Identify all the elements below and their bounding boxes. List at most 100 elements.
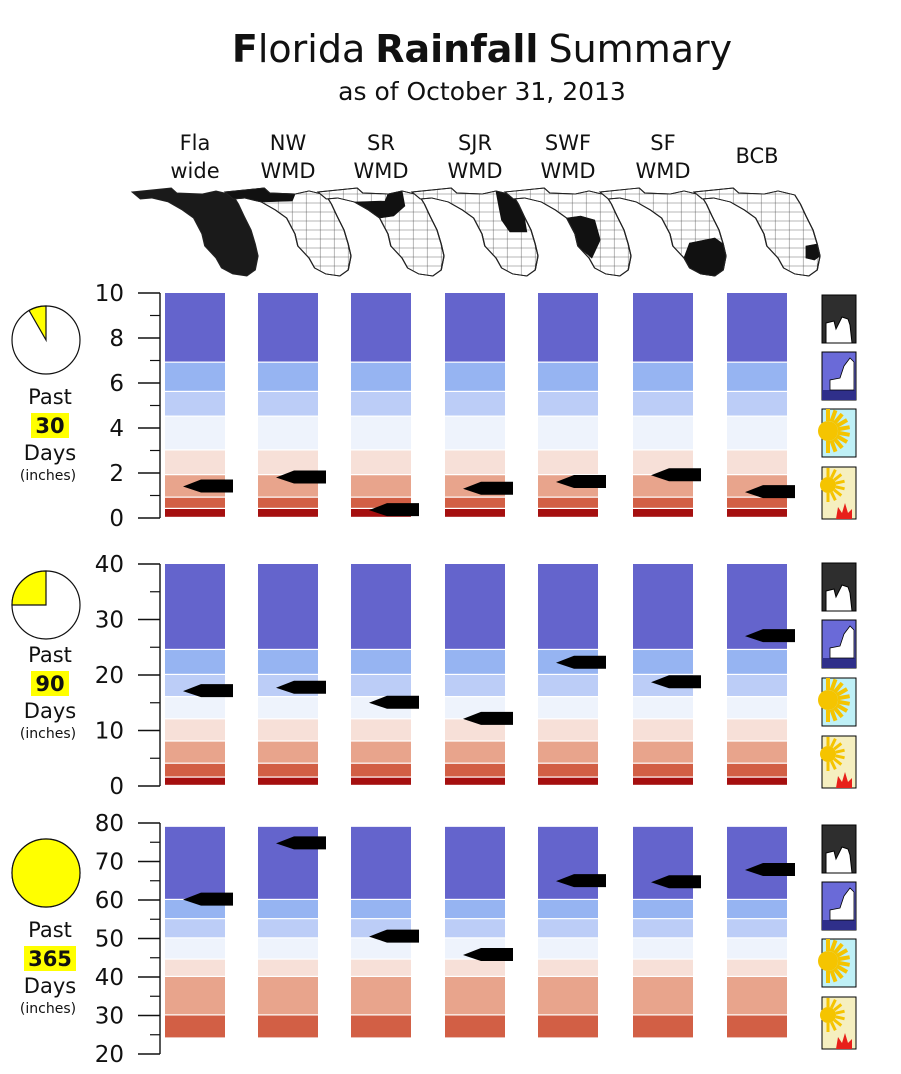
rainfall-band (351, 450, 411, 475)
rainfall-value-marker (556, 874, 606, 888)
rainfall-band (445, 675, 505, 696)
rainfall-band (258, 564, 318, 649)
rainfall-band (258, 900, 318, 919)
rainfall-band (351, 564, 411, 649)
y-tick-label: 8 (109, 326, 124, 352)
rainfall-band (538, 293, 598, 362)
florida-outline-top (223, 187, 352, 277)
sun-ray (830, 469, 837, 479)
y-tick-label: 10 (95, 281, 124, 307)
rainfall-value-marker (183, 684, 233, 698)
florida-outline (130, 187, 259, 277)
rainfall-band (727, 763, 787, 777)
rainfall-band (445, 977, 505, 1015)
rainfall-band (633, 741, 693, 763)
sun-ray (837, 960, 851, 967)
rainfall-band (258, 938, 318, 959)
y-tick-label: 6 (109, 371, 124, 397)
days-highlight (24, 946, 76, 971)
rainfall-band (538, 450, 598, 475)
rainfall-band (633, 416, 693, 450)
region-label-line2: WMD (353, 159, 408, 183)
rainfall-band (258, 362, 318, 391)
region-bar (165, 293, 225, 517)
rainfall-value-marker (183, 479, 233, 493)
rainfall-band (258, 392, 318, 416)
rainfall-band (633, 392, 693, 416)
rainfall-band (258, 650, 318, 674)
rainfall-band (727, 977, 787, 1015)
rainfall-band (258, 719, 318, 741)
region-label-line2: WMD (447, 159, 502, 183)
rainfall-band (538, 509, 598, 517)
florida-outline-top (692, 187, 821, 277)
rainfall-value-marker (463, 481, 513, 495)
rainfall-band (633, 564, 693, 649)
rainfall-band (538, 777, 598, 785)
rainfall-band (258, 977, 318, 1015)
period-label-units: (inches) (20, 726, 76, 742)
region-bar (727, 826, 787, 1038)
region-label-line1: SJR (458, 131, 492, 155)
rainfall-band (165, 650, 225, 674)
sun-ray (833, 488, 843, 497)
sun-ray (837, 699, 851, 706)
rainfall-band (165, 763, 225, 777)
rainfall-band (351, 293, 411, 362)
sun-disc (818, 690, 838, 710)
rainfall-band (351, 675, 411, 696)
rainfall-band (351, 719, 411, 741)
region-label-line1: NW (270, 131, 307, 155)
sun-ray (833, 1003, 843, 1012)
rainfall-band (727, 938, 787, 959)
region-maps (130, 187, 821, 277)
rainfall-band (727, 675, 787, 696)
rainfall-value-marker (556, 655, 606, 669)
y-tick-label: 20 (95, 663, 124, 689)
sun-ray (835, 434, 849, 444)
rainfall-band (445, 450, 505, 475)
period-pie-slice (28, 305, 47, 343)
period-pie-slice (11, 838, 81, 908)
rainfall-band (727, 826, 787, 899)
rainfall-band (258, 293, 318, 362)
region-label-line2: WMD (635, 159, 690, 183)
florida-outline-top (503, 187, 632, 277)
sun-ray (832, 706, 844, 719)
chart-title: Florida Rainfall Summary (232, 27, 732, 71)
region-bar (727, 293, 787, 517)
region-bar (351, 293, 411, 517)
sun-ray (832, 437, 844, 450)
y-tick-label: 70 (95, 850, 124, 876)
period-label-units: (inches) (20, 468, 76, 484)
y-tick-label: 40 (95, 965, 124, 991)
sun-disc (818, 951, 838, 971)
sun-ray (833, 1018, 843, 1027)
wet-icon-cloud (829, 625, 855, 659)
sun-ray (829, 708, 838, 722)
sun-ray (837, 955, 851, 962)
region-bar (727, 564, 787, 785)
sun-ray (835, 754, 845, 760)
sun-ray (835, 418, 849, 428)
title-lorida: lorida (258, 27, 365, 71)
rainfall-band (445, 509, 505, 517)
period-label-days: 30 (35, 414, 64, 438)
rainfall-band (538, 826, 598, 899)
rainfall-band (727, 741, 787, 763)
rainfall-band (727, 719, 787, 741)
rainfall-band (538, 697, 598, 719)
sun-ray (832, 967, 844, 980)
wet-icon-water (822, 658, 856, 668)
rainfall-band (351, 1015, 411, 1038)
rainfall-band (165, 719, 225, 741)
wet-icon-water (822, 920, 856, 930)
florida-map-icon (410, 187, 539, 277)
legend-icon-column (818, 824, 857, 1050)
sun-ray (832, 942, 844, 955)
title-summary: Summary (548, 27, 732, 71)
rainfall-band (633, 509, 693, 517)
region-label-line1: Fla (180, 131, 211, 155)
rainfall-band (165, 362, 225, 391)
period-label-units: (inches) (20, 1001, 76, 1017)
